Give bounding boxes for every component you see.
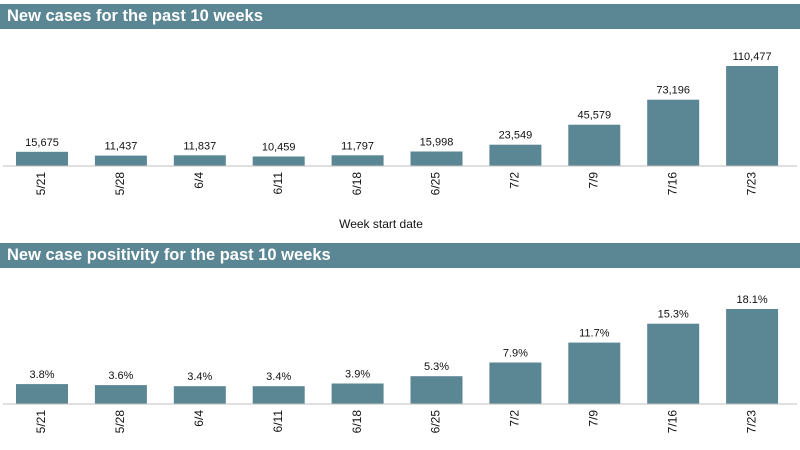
cases-bar-5-28 bbox=[94, 155, 147, 166]
positivity-bar-7-2 bbox=[489, 362, 542, 404]
case-positivity-chart: 3.8% 5/21 3.6% 5/28 3.4% 6/4 3.4% 6/11 3.9% 6/18 5… bbox=[3, 294, 797, 433]
positivity-value-label: 3.6% bbox=[108, 370, 133, 382]
positivity-x-tick-label: 7/2 bbox=[508, 410, 522, 427]
cases-bar-7-16 bbox=[647, 99, 700, 166]
cases-value-label: 11,797 bbox=[341, 140, 374, 152]
cases-value-label: 73,196 bbox=[656, 85, 690, 97]
cases-x-tick-label: 7/9 bbox=[586, 172, 600, 189]
positivity-bar-7-9 bbox=[568, 342, 621, 404]
cases-bar-6-11 bbox=[252, 156, 305, 166]
cases-value-label: 11,437 bbox=[104, 141, 137, 153]
cases-x-tick-label: 6/11 bbox=[271, 172, 285, 195]
cases-x-tick-label: 7/16 bbox=[665, 172, 679, 196]
cases-x-tick-label: 7/23 bbox=[744, 172, 758, 196]
positivity-x-tick-label: 5/28 bbox=[113, 410, 127, 434]
cases-bar-5-21 bbox=[16, 151, 68, 166]
positivity-value-label: 5.3% bbox=[424, 361, 449, 373]
cases-value-label: 23,549 bbox=[499, 130, 533, 142]
cases-bar-6-18 bbox=[331, 155, 384, 166]
cases-x-tick-label: 5/21 bbox=[34, 172, 48, 196]
positivity-x-tick-label: 6/25 bbox=[429, 410, 443, 434]
cases-bar-7-9 bbox=[568, 124, 621, 166]
positivity-x-tick-label: 6/11 bbox=[271, 410, 285, 433]
positivity-value-label: 3.9% bbox=[345, 369, 370, 381]
cases-bar-7-23 bbox=[726, 66, 779, 166]
positivity-bar-6-18 bbox=[331, 383, 384, 404]
positivity-x-tick-label: 7/16 bbox=[665, 410, 679, 434]
positivity-value-label: 11.7% bbox=[579, 328, 610, 340]
cases-bar-6-4 bbox=[173, 155, 226, 166]
cases-x-tick-label: 7/2 bbox=[508, 172, 522, 189]
chart-2-title: New case positivity for the past 10 week… bbox=[0, 243, 800, 268]
positivity-x-tick-label: 6/18 bbox=[350, 410, 364, 434]
positivity-value-label: 3.4% bbox=[187, 371, 212, 383]
cases-x-tick-label: 6/25 bbox=[429, 172, 443, 196]
positivity-bar-6-11 bbox=[252, 386, 305, 404]
positivity-value-label: 15.3% bbox=[658, 309, 689, 321]
cases-x-tick-label: 6/4 bbox=[192, 172, 206, 189]
cases-value-label: 45,579 bbox=[577, 110, 611, 122]
positivity-x-tick-label: 5/21 bbox=[34, 410, 48, 434]
cases-value-label: 10,459 bbox=[262, 142, 296, 154]
cases-x-tick-label: 6/18 bbox=[350, 172, 364, 196]
cases-value-label: 110,477 bbox=[733, 51, 772, 63]
positivity-value-label: 3.4% bbox=[266, 371, 291, 383]
cases-value-label: 15,998 bbox=[420, 137, 454, 149]
positivity-bar-6-4 bbox=[173, 386, 226, 404]
positivity-x-tick-label: 6/4 bbox=[192, 410, 206, 427]
cases-x-tick-label: 5/28 bbox=[113, 172, 127, 196]
positivity-bar-7-16 bbox=[647, 323, 700, 404]
cases-value-label: 15,675 bbox=[25, 137, 59, 149]
positivity-bar-6-25 bbox=[410, 376, 463, 404]
cases-value-label: 11,837 bbox=[183, 140, 216, 152]
chart-1-x-axis-label: Week start date bbox=[339, 217, 423, 231]
positivity-x-tick-label: 7/23 bbox=[744, 410, 758, 434]
positivity-value-label: 7.9% bbox=[503, 348, 528, 360]
cases-bar-7-2 bbox=[489, 144, 542, 166]
positivity-bar-5-21 bbox=[16, 384, 68, 404]
positivity-value-label: 3.8% bbox=[29, 369, 54, 381]
positivity-value-label: 18.1% bbox=[736, 294, 767, 306]
positivity-bar-5-28 bbox=[94, 385, 147, 404]
new-cases-chart: 15,675 5/21 11,437 5/28 11,837 6/4 10,459 6/11 1… bbox=[3, 51, 797, 195]
cases-bar-6-25 bbox=[410, 151, 463, 166]
positivity-bar-7-23 bbox=[726, 309, 779, 404]
positivity-x-tick-label: 7/9 bbox=[586, 410, 600, 427]
chart-1-title: New cases for the past 10 weeks bbox=[0, 4, 800, 29]
